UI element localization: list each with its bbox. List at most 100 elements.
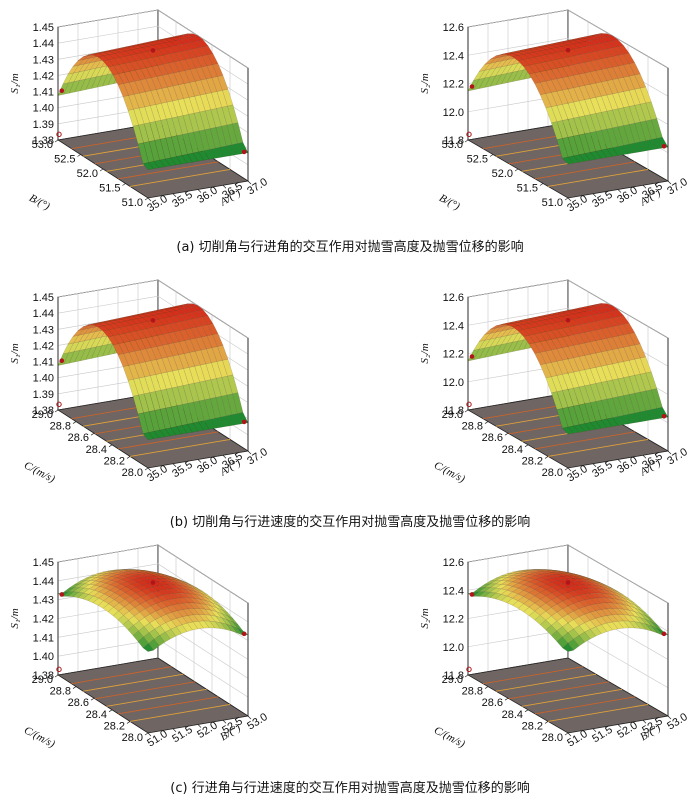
z-tick-label: 1.40 [33, 373, 54, 385]
y-tick [514, 168, 519, 172]
z-tick-label: 1.45 [33, 292, 54, 304]
y-tick-label: 52.5 [467, 154, 488, 166]
x-tick [567, 467, 572, 472]
y-tick-label: 53.0 [32, 139, 53, 151]
z-tick-label: 11.8 [443, 135, 464, 147]
x-tick [172, 463, 177, 467]
design-point-marker [56, 401, 62, 408]
z-tick-label: 1.38 [33, 135, 54, 147]
y-tick [108, 444, 113, 448]
z-tick-label: 1.41 [33, 632, 54, 644]
z-axis-label: S₂/m [419, 73, 431, 93]
x-tick [617, 724, 622, 728]
z-axis-label: S₂/m [419, 343, 431, 363]
x-tick [147, 732, 152, 737]
floor-contour [129, 703, 231, 722]
surface-facet [562, 643, 574, 652]
z-gridline [467, 544, 669, 604]
design-point-marker [56, 666, 62, 673]
design-point-marker [565, 580, 571, 585]
floor-contour [118, 696, 219, 715]
y-tick-label: 28.0 [122, 732, 143, 744]
x-tick [592, 463, 597, 467]
design-point-marker [469, 84, 475, 89]
z-tick-label: 1.38 [33, 405, 54, 417]
y-tick-label: 28.6 [482, 432, 503, 444]
x-tick-label: 53.0 [245, 711, 270, 733]
z-tick-label: 1.44 [33, 308, 54, 320]
y-tick-label: 28.4 [86, 444, 107, 456]
design-point-marker [466, 401, 472, 408]
chart-c-right: 11.812.012.212.412.6S₂/m51.0 51.5 52.0 52.5… [419, 544, 690, 751]
y-tick-label: 28.2 [104, 455, 125, 467]
z-tick-label: 12.6 [443, 557, 464, 569]
y-tick [126, 456, 131, 459]
z-tick-label: 1.43 [33, 324, 54, 336]
floor-contour [547, 703, 649, 722]
z-axis-label: S₁/m [9, 343, 21, 363]
y-axis-label: B/(°) [437, 192, 462, 213]
y-axis-label: C/(m/s) [432, 724, 467, 750]
x-tick-label: 37.0 [245, 176, 270, 198]
y-tick [77, 154, 81, 157]
x-tick-label: 37.0 [245, 446, 270, 468]
floor-contour [534, 161, 636, 180]
x-tick [147, 197, 152, 202]
y-tick [464, 409, 469, 413]
y-tick [464, 674, 469, 678]
z-tick-label: 12.6 [443, 22, 464, 34]
z-gridline [57, 9, 249, 69]
y-tick [564, 732, 569, 736]
y-tick-label: 28.0 [542, 467, 563, 479]
y-tick-label: 29.0 [442, 409, 463, 421]
x-tick [567, 197, 572, 202]
x-tick [172, 193, 177, 197]
y-tick-label: 52.0 [492, 168, 513, 180]
z-tick-label: 1.39 [33, 119, 54, 131]
chart-b-right: 11.812.012.212.412.6S₂/m35.0 35.5 36.0 36.5… [419, 279, 690, 486]
y-axis-label: C/(m/s) [22, 459, 57, 485]
floor-contour [71, 666, 172, 685]
z-tick-label: 1.40 [33, 651, 54, 663]
z-tick-label: 1.39 [33, 389, 54, 401]
y-tick [489, 154, 494, 157]
design-point-marker [661, 413, 667, 419]
y-tick [126, 721, 131, 724]
floor-contour [534, 696, 636, 715]
surface-facet [142, 643, 154, 652]
y-tick [504, 697, 509, 701]
y-tick [484, 421, 489, 424]
y-tick-label: 28.4 [502, 444, 523, 456]
y-tick [54, 674, 59, 678]
x-tick [247, 450, 252, 455]
z-tick-label: 11.8 [443, 405, 464, 417]
z-gridline [57, 563, 249, 623]
y-tick [72, 686, 77, 689]
design-point-marker [661, 631, 667, 637]
x-tick [667, 450, 672, 455]
chart-b-left: 1.381.391.401.411.421.431.441.45S₁/m35.0… [9, 279, 270, 486]
floor-contour [129, 438, 231, 457]
x-tick [617, 459, 622, 463]
y-tick-label: 51.0 [122, 197, 143, 209]
y-tick-label: 28.8 [50, 686, 71, 698]
z-tick-label: 12.4 [443, 585, 464, 597]
z-tick-label: 12.0 [443, 377, 464, 389]
z-gridline [57, 544, 249, 604]
y-tick [90, 697, 95, 701]
x-tick [642, 455, 647, 459]
design-point-marker [59, 358, 65, 364]
y-tick-label: 28.4 [502, 709, 523, 721]
y-tick-label: 29.0 [32, 674, 53, 686]
x-tick [222, 185, 227, 189]
caption-a: (a) 切削角与行进角的交互作用对抛雪高度及抛雪位移的影响 [176, 240, 524, 255]
floor-contour [129, 168, 231, 187]
y-tick-label: 28.0 [542, 732, 563, 744]
design-point-marker [565, 47, 571, 53]
floor-contour [547, 438, 649, 457]
x-tick [247, 180, 252, 185]
y-tick-label: 51.0 [542, 197, 563, 209]
y-axis-label: B/(°) [27, 192, 52, 213]
y-tick-label: 28.8 [462, 421, 483, 433]
